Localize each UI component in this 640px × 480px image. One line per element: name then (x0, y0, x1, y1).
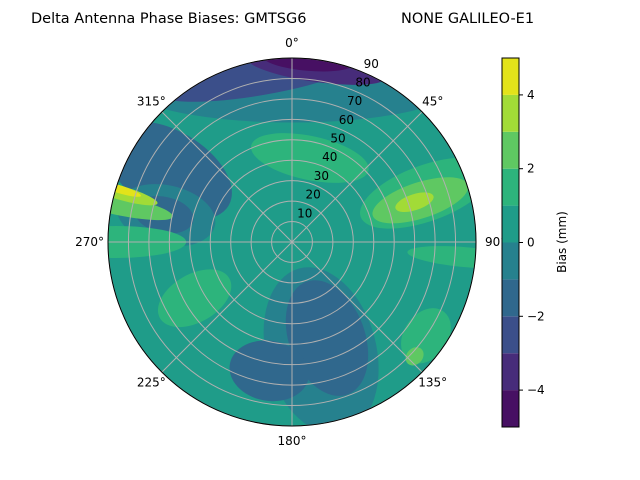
contour-region (405, 347, 424, 366)
colorbar-band (502, 316, 519, 354)
title-left: Delta Antenna Phase Biases: GMTSG6 (31, 11, 306, 27)
colorbar-tick-label: 0 (527, 236, 535, 250)
colorbar-tick-label: −4 (527, 383, 545, 397)
polar-frame (107, 57, 477, 427)
theta-tick-label: 315° (137, 94, 166, 108)
theta-tick-label: 45° (422, 94, 443, 108)
colorbar-band (502, 58, 519, 95)
colorbar-band (502, 168, 519, 206)
colorbar-band (502, 131, 519, 169)
theta-tick-label: 270° (75, 235, 104, 249)
r-tick-label: 40 (322, 150, 337, 164)
theta-tick-label: 225° (137, 376, 166, 390)
colorbar-band (502, 205, 519, 243)
colorbar-tick-label: −2 (527, 309, 545, 323)
theta-tick-label: 0° (285, 36, 299, 50)
contour-region (263, 58, 353, 72)
colorbar-band (502, 94, 519, 132)
theta-gridline (161, 111, 423, 373)
colorbar-tick-label: 4 (527, 88, 535, 102)
r-tick-label: 10 (297, 206, 312, 220)
colorbar-band (502, 390, 519, 427)
colorbar-label: Bias (mm) (555, 211, 569, 273)
colorbar-band (502, 279, 519, 317)
r-tick-label: 20 (305, 188, 320, 202)
r-tick-label: 30 (314, 169, 329, 183)
polar-grid (107, 57, 477, 427)
r-tick-label: 50 (330, 132, 345, 146)
r-tick-label: 80 (355, 76, 370, 90)
r-tick-label: 70 (347, 94, 362, 108)
theta-tick-label: 90° (485, 235, 506, 249)
contour-region (108, 189, 173, 221)
theta-tick-labels: 0° 45° 90° 135° 180° 225° 270° 315° (75, 36, 506, 448)
theta-tick-label: 180° (278, 434, 307, 448)
colorbar-tick-label: 2 (527, 162, 535, 176)
contour-region (229, 340, 310, 402)
colorbar-band (502, 242, 519, 280)
contour-region (407, 246, 476, 269)
colorbar: −4 −2 0 2 4 (501, 57, 545, 428)
contour-region (108, 180, 141, 197)
r-tick-label: 60 (339, 113, 354, 127)
r-tick-label: 90 (364, 57, 379, 71)
r-tick-labels: 10 20 30 40 50 60 70 80 90 (297, 57, 379, 220)
theta-tick-label: 135° (418, 376, 447, 390)
contour-region (395, 192, 434, 213)
title-right: NONE GALILEO-E1 (401, 11, 534, 27)
colorbar-band (502, 353, 519, 391)
contour-region (250, 133, 369, 183)
